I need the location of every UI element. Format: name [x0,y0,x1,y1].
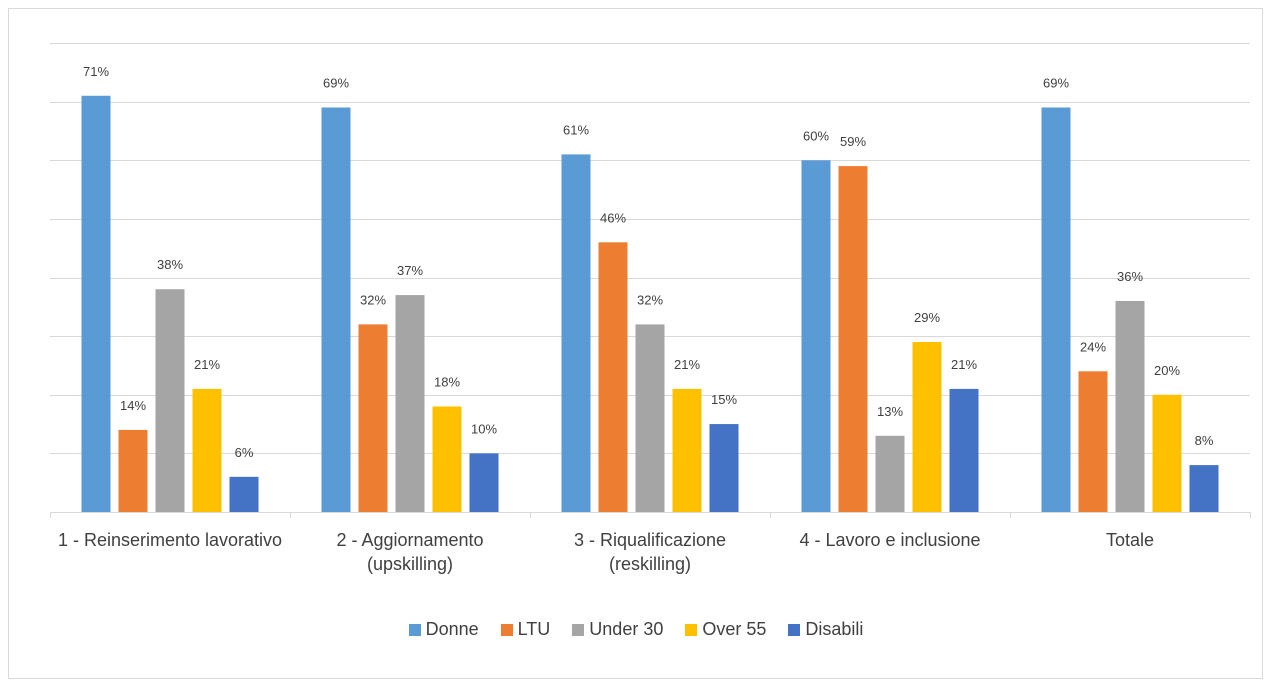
data-label: 21% [951,357,977,372]
data-label: 10% [471,421,497,436]
bar [358,324,388,512]
bar [875,435,905,512]
legend-swatch [788,623,801,636]
legend-item: Disabili [788,619,863,640]
legend-label: LTU [517,619,551,639]
x-tick-label: 1 - Reinserimento lavorativo [57,530,283,550]
bar [1078,371,1108,512]
bar [81,95,111,512]
x-tick-label: Totale [1105,530,1155,550]
bar [469,453,499,512]
data-label: 69% [323,75,349,90]
bar [635,324,665,512]
data-label: 37% [397,263,423,278]
data-label: 69% [1043,75,1069,90]
bar [432,406,462,512]
bar [1115,300,1145,512]
bar [709,424,739,512]
legend-swatch [500,623,513,636]
data-label: 46% [600,210,626,225]
data-label: 24% [1080,339,1106,354]
data-label: 38% [157,257,183,272]
bar [949,388,979,512]
data-label: 21% [194,357,220,372]
data-label: 15% [711,392,737,407]
bar [1041,107,1071,513]
bar [321,107,351,513]
bar [838,166,868,513]
data-label: 14% [120,398,146,413]
data-label: 32% [360,292,386,307]
bar [155,289,185,512]
data-label: 18% [434,374,460,389]
data-label: 20% [1154,363,1180,378]
bar [1189,465,1219,512]
legend-item: LTU [500,619,551,640]
bar [1152,394,1182,512]
data-label: 61% [563,122,589,137]
bar [801,160,831,512]
legend: Donne LTU Under 30 Over 55 Disabili [0,619,1272,640]
bar [395,295,425,512]
data-label: 8% [1195,433,1214,448]
data-label: 29% [914,310,940,325]
chart-frame [8,8,1263,679]
data-label: 21% [674,357,700,372]
bar [598,242,628,512]
legend-label: Donne [425,619,479,639]
data-label: 71% [83,64,109,79]
data-label: 6% [235,445,254,460]
data-label: 36% [1117,269,1143,284]
legend-item: Over 55 [685,619,766,640]
legend-item: Under 30 [572,619,663,640]
bar [912,341,942,512]
bar [229,476,259,512]
legend-item: Donne [408,619,479,640]
bar [672,388,702,512]
legend-label: Over 55 [702,619,767,639]
bar [561,154,591,512]
legend-label: Under 30 [589,619,664,639]
data-label: 59% [840,134,866,149]
legend-label: Disabili [805,619,864,639]
data-label: 60% [803,128,829,143]
data-label: 13% [877,404,903,419]
legend-swatch [685,623,698,636]
x-tick-label: 2 - Aggiornamento (upskilling) [336,530,484,574]
legend-swatch [408,623,421,636]
legend-swatch [572,623,585,636]
x-tick-label: 4 - Lavoro e inclusione [799,530,981,550]
data-label: 32% [637,292,663,307]
x-tick-label: 3 - Riqualificazione (reskilling) [573,530,727,574]
bar [118,429,148,512]
bar [192,388,222,512]
